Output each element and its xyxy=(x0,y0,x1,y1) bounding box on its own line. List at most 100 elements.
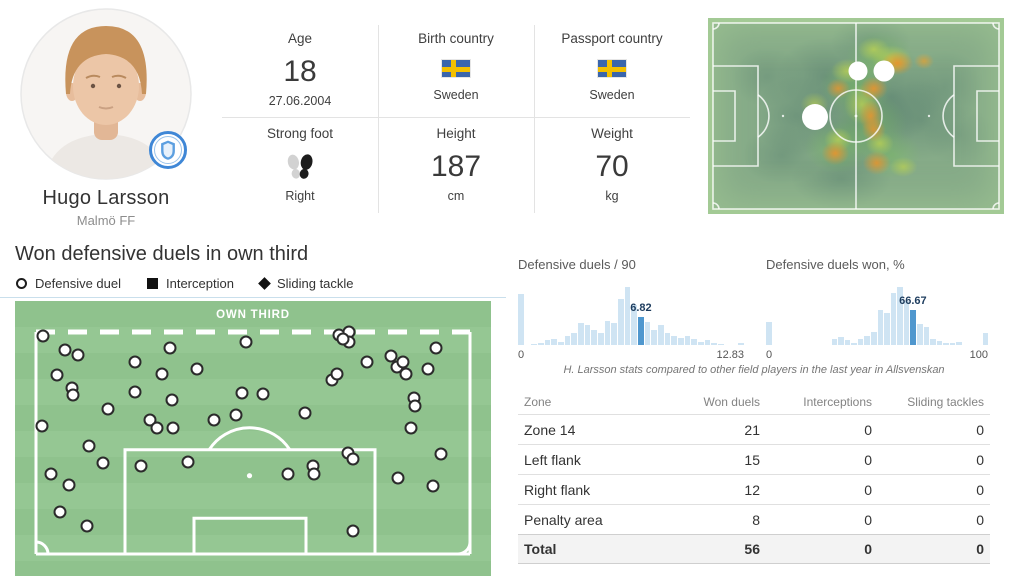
passport-country-value: Sweden xyxy=(589,88,635,102)
passport-country-label: Passport country xyxy=(561,31,663,46)
zone-stat-value: 0 xyxy=(864,481,872,498)
hist-bar xyxy=(943,342,949,345)
zone-stat-value: 21 xyxy=(744,421,760,438)
header-zone: Zone xyxy=(524,394,552,409)
weight-label: Weight xyxy=(591,126,633,141)
hist-bar xyxy=(704,340,711,345)
birth-country-label: Birth country xyxy=(418,31,494,46)
section-divider xyxy=(0,297,506,298)
histogram-axis: 0 12.83 xyxy=(518,349,744,361)
hist-bar xyxy=(766,321,772,345)
map-legend: Defensive duel Interception Sliding tack… xyxy=(16,276,354,291)
height-unit: cm xyxy=(447,189,465,203)
defensive-duel-marker xyxy=(330,367,344,381)
histogram-axis: 0 100 xyxy=(766,349,988,361)
zone-stat-value: 0 xyxy=(864,451,872,468)
hist-bar xyxy=(558,341,564,345)
defensive-duel-marker xyxy=(429,341,443,355)
hist-bar xyxy=(538,342,544,345)
defensive-duel-marker xyxy=(166,421,180,434)
zone-stat-value: 15 xyxy=(744,451,760,468)
defensive-duel-marker xyxy=(346,452,360,466)
histogram-title: Defensive duels / 90 xyxy=(518,257,636,272)
hist-bar xyxy=(890,292,897,345)
hist-bar xyxy=(544,340,551,345)
defensive-duel-marker xyxy=(360,355,374,369)
heatmap-pitch-lines xyxy=(712,22,1000,210)
player-value-label: 66.67 xyxy=(899,295,927,308)
axis-min: 0 xyxy=(766,349,773,361)
hist-bar xyxy=(982,333,989,345)
zone-stats-table: Zone Won duels Interceptions Sliding tac… xyxy=(518,389,990,564)
defensive-duel-marker xyxy=(165,393,179,407)
total-interceptions: 0 xyxy=(864,541,872,557)
defensive-duel-icon xyxy=(16,278,27,289)
sliding-tackle-icon xyxy=(258,277,271,290)
table-total-row: Total 56 0 0 xyxy=(518,534,990,564)
hist-bar xyxy=(897,287,903,345)
zone-name: Zone 14 xyxy=(524,421,576,438)
hist-bar xyxy=(936,340,943,345)
hist-bar xyxy=(671,335,678,345)
defensive-duel-marker xyxy=(134,459,148,473)
defensive-duel-marker xyxy=(50,368,64,382)
defensive-duel-marker xyxy=(391,471,405,485)
hist-bar xyxy=(631,304,638,345)
strong-foot-label: Strong foot xyxy=(266,126,334,141)
table-row: Left flank 15 0 0 xyxy=(518,444,990,474)
histogram-plot: 6.82 xyxy=(518,287,744,345)
hist-bar xyxy=(658,325,664,345)
defensive-duel-marker xyxy=(235,386,249,400)
player-value-bar xyxy=(638,316,644,345)
player-identity: Hugo Larsson Malmö FF xyxy=(0,187,212,228)
zone-stat-value: 0 xyxy=(976,421,984,438)
hist-bar xyxy=(598,333,604,345)
table-body: Zone 14 21 0 0 Left flank 15 0 0 Right flank 12 0 0… xyxy=(518,414,990,534)
club-badge-icon xyxy=(149,131,187,169)
histogram-defensive-duels-per-90: Defensive duels / 90 6.82 0 12.83 xyxy=(518,257,744,361)
hist-bar xyxy=(604,320,611,345)
hist-bar xyxy=(831,339,838,345)
defensive-duel-marker xyxy=(155,367,169,381)
hist-bar xyxy=(916,323,923,345)
defensive-duel-marker xyxy=(80,519,94,533)
grid-divider xyxy=(534,25,535,213)
hist-bar xyxy=(903,300,910,345)
header-sliding-tackles: Sliding tackles xyxy=(907,394,984,409)
grid-divider xyxy=(222,117,690,118)
hist-bar xyxy=(956,342,962,345)
table-row: Zone 14 21 0 0 xyxy=(518,414,990,444)
defensive-duel-marker xyxy=(421,362,435,376)
defensive-duel-marker xyxy=(150,421,164,434)
height-value: 187 xyxy=(430,150,482,183)
defensive-duel-marker xyxy=(163,341,177,355)
own-third-label: OWN THIRD xyxy=(216,309,290,321)
defensive-duel-marker xyxy=(399,367,413,381)
grid-divider xyxy=(378,25,379,213)
defensive-duel-marker xyxy=(96,456,110,470)
heatmap-event-dot xyxy=(848,61,868,81)
hist-bar xyxy=(698,341,704,345)
section-title: Won defensive duels in own third xyxy=(15,243,309,265)
player-team: Malmö FF xyxy=(76,213,136,228)
zone-stat-value: 0 xyxy=(976,451,984,468)
player-value-bar xyxy=(910,310,916,345)
hist-bar xyxy=(877,310,884,345)
legend-label: Interception xyxy=(166,276,234,291)
profile-cell-passport-country: Passport country Sweden xyxy=(534,22,690,117)
player-name: Hugo Larsson xyxy=(42,187,170,209)
hist-bar xyxy=(651,329,658,345)
table-row: Right flank 12 0 0 xyxy=(518,474,990,504)
defensive-duel-marker xyxy=(307,467,321,481)
histogram-plot: 66.67 xyxy=(766,287,989,345)
legend-sliding-tackle: Sliding tackle xyxy=(258,276,354,291)
legend-interception: Interception xyxy=(147,276,234,291)
hist-bar xyxy=(884,312,890,345)
defensive-duel-marker xyxy=(229,408,243,422)
defensive-duel-marker xyxy=(336,332,350,346)
header-interceptions: Interceptions xyxy=(803,394,872,409)
zone-stat-value: 12 xyxy=(744,481,760,498)
hist-bar xyxy=(551,339,558,345)
defensive-duel-marker xyxy=(346,524,360,538)
profile-cell-age: Age 18 27.06.2004 xyxy=(222,22,378,117)
